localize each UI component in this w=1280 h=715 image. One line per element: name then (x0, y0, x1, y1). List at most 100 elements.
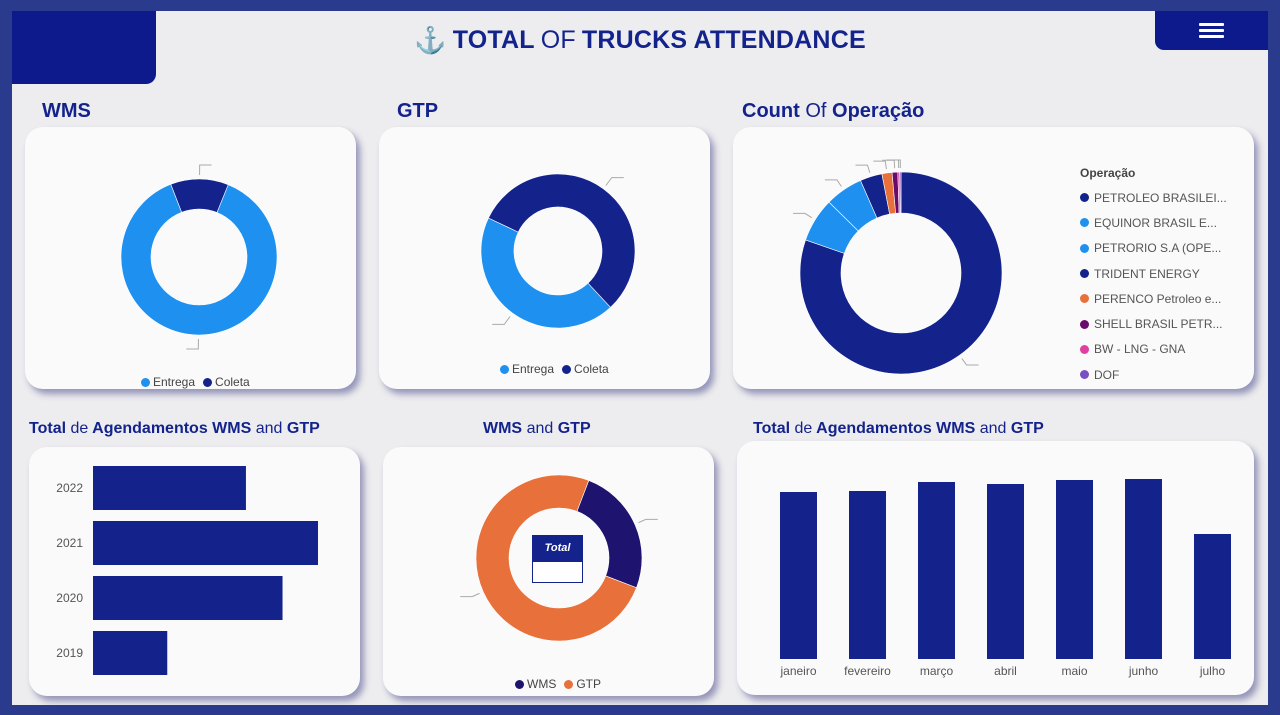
wms-donut-leader-1[interactable] (199, 164, 212, 176)
title-part-3: TRUCKS ATTENDANCE (581, 26, 866, 54)
year-bar-2021[interactable] (93, 521, 318, 565)
operacao-legend-item[interactable]: PETROLEO BRASILEI... (1080, 185, 1227, 210)
operacao-legend-item[interactable]: TRIDENT ENERGY (1080, 261, 1227, 286)
tr-part-2: de (794, 420, 813, 437)
month-bar-3[interactable] (987, 484, 1024, 659)
operacao-donut-slice-7[interactable] (899, 171, 902, 214)
title-part-2: OF (540, 26, 576, 54)
operacao-legend-item[interactable]: DOF (1080, 362, 1227, 387)
total-agendamentos-left-title: Total de Agendamentos WMS and GTP (29, 420, 320, 438)
operacao-legend-item[interactable]: SHELL BRASIL PETR... (1080, 311, 1227, 336)
wms-gtp-donut-leader-0[interactable] (638, 518, 658, 524)
year-bar-2020[interactable] (93, 576, 283, 620)
legend-dot (1080, 319, 1089, 329)
gtp-legend: Entrega Coleta (500, 362, 609, 376)
tr-part-5: GTP (1010, 420, 1044, 437)
legend-dot (500, 364, 509, 374)
legend-label: WMS (527, 677, 557, 691)
legend-gtp[interactable]: GTP (564, 677, 601, 691)
operacao-donut-leader-0[interactable] (961, 358, 979, 366)
month-tick-label: julho (1199, 664, 1226, 678)
legend-dot (1080, 243, 1089, 253)
month-bar-0[interactable] (780, 492, 817, 659)
count-title-part-1: Count (742, 100, 800, 122)
anchor-icon: ⚓ (414, 25, 447, 55)
menu-button[interactable] (1155, 11, 1268, 50)
legend-label: EQUINOR BRASIL E... (1094, 215, 1217, 230)
total-card[interactable]: Total (532, 535, 583, 583)
gtp-card (379, 127, 710, 389)
wms-donut-leader-0[interactable] (186, 338, 199, 350)
gtp-donut-slice-1[interactable] (488, 173, 636, 308)
month-bar-2[interactable] (918, 482, 955, 659)
tl-part-5: GTP (286, 420, 320, 437)
operacao-donut-leader-2[interactable] (824, 179, 842, 187)
wms-gtp-donut-leader-1[interactable] (460, 592, 480, 598)
legend-dot (1080, 269, 1089, 279)
wms-legend-entrega[interactable]: Entrega (141, 375, 195, 389)
legend-dot (564, 679, 574, 689)
month-bar-4[interactable] (1056, 480, 1093, 659)
page-title: ⚓ TOTAL OF TRUCKS ATTENDANCE (12, 25, 1268, 56)
month-bar-5[interactable] (1125, 479, 1162, 659)
wms-legend: Entrega Coleta (141, 375, 250, 389)
month-tick-label: maio (1061, 664, 1087, 678)
legend-dot (1080, 370, 1089, 380)
gtp-donut-leader-0[interactable] (492, 316, 511, 325)
count-operacao-title: Count Of Operação (742, 100, 924, 123)
legend-label: DOF (1094, 367, 1120, 382)
operacao-donut-leader-4[interactable] (873, 160, 887, 170)
gtp-legend-coleta[interactable]: Coleta (562, 362, 609, 376)
year-tick-label: 2021 (56, 536, 83, 550)
operacao-legend-item[interactable]: EQUINOR BRASIL E... (1080, 210, 1227, 235)
legend-dot (1080, 294, 1089, 304)
operacao-legend-item[interactable]: PETRORIO S.A (OPE... (1080, 236, 1227, 261)
wms-donut-slice-0[interactable] (120, 183, 278, 336)
tl-part-4: and (255, 420, 283, 437)
year-bar-2022[interactable] (93, 466, 246, 510)
total-card-label: Total (533, 536, 582, 562)
tl-part-3: Agendamentos WMS (92, 420, 252, 437)
gtp-donut-leader-1[interactable] (605, 177, 624, 186)
tr-part-3: Agendamentos WMS (816, 420, 976, 437)
gtp-donut-slice-0[interactable] (480, 217, 611, 329)
operacao-legend-title: Operação (1080, 166, 1136, 180)
wms-gtp-donut-slice-1[interactable] (475, 474, 637, 642)
operacao-legend: Operação PETROLEO BRASILEI... EQUINOR BRA… (1080, 166, 1227, 387)
legend-dot (515, 679, 524, 689)
legend-dot (1080, 218, 1089, 228)
operacao-donut-leader-3[interactable] (855, 164, 871, 173)
year-tick-label: 2019 (56, 646, 83, 660)
legend-wms[interactable]: WMS (515, 677, 556, 691)
month-tick-label: abril (994, 664, 1017, 678)
wms-title: WMS (42, 100, 91, 122)
legend-label: PERENCO Petroleo e... (1094, 291, 1222, 306)
wms-gtp-donut-slice-0[interactable] (576, 480, 643, 589)
legend-label: Entrega (153, 375, 196, 389)
legend-label: Coleta (215, 375, 250, 389)
month-tick-label: janeiro (779, 664, 816, 678)
mid-part-2: and (526, 420, 554, 437)
hamburger-menu-icon[interactable] (1199, 20, 1224, 41)
operacao-donut-leader-1[interactable] (792, 212, 813, 219)
legend-dot (141, 377, 150, 387)
tl-part-1: Total (29, 420, 67, 437)
month-bar-1[interactable] (849, 491, 886, 659)
legend-dot (203, 377, 213, 387)
legend-label: Entrega (512, 362, 555, 376)
title-part-1: TOTAL (452, 26, 535, 54)
operacao-legend-items: PETROLEO BRASILEI... EQUINOR BRASIL E... P… (1080, 185, 1227, 387)
operacao-donut-slice-0[interactable] (799, 171, 1003, 375)
year-bar-2019[interactable] (93, 631, 168, 675)
wms-and-gtp-title: WMS and GTP (483, 420, 591, 438)
operacao-donut-leader-6[interactable] (886, 159, 900, 169)
month-bar-6[interactable] (1194, 534, 1231, 659)
month-tick-label: março (920, 664, 954, 678)
wms-legend-coleta[interactable]: Coleta (203, 375, 250, 389)
wms-donut-slice-1[interactable] (170, 178, 229, 213)
operacao-donut-leader-7[interactable] (888, 159, 901, 169)
operacao-legend-item[interactable]: PERENCO Petroleo e... (1080, 286, 1227, 311)
gtp-legend-entrega[interactable]: Entrega (500, 362, 554, 376)
operacao-legend-item[interactable]: BW - LNG - GNA (1080, 337, 1227, 362)
tr-part-4: and (979, 420, 1007, 437)
